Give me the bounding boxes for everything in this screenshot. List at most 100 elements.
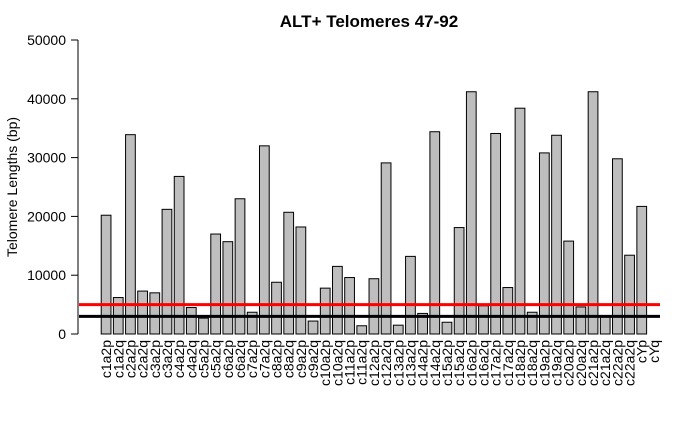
bar-c19a2q [551, 134, 562, 335]
y-axis: 0 10000 20000 30000 40000 50000 [27, 32, 79, 342]
x-tick-label: c16a2p [463, 340, 479, 386]
x-tick-labels: c1a2pc1a2qc2a2pc2a2qc3a2pc3a2qc4a2pc4a2q… [98, 340, 662, 386]
y-axis-label: Telomere Lengths (bp) [4, 117, 20, 257]
x-tick-label: c19a2p [536, 340, 552, 386]
bar-c5a2q [210, 233, 222, 335]
x-tick-label: c20a2p [561, 340, 577, 386]
x-tick-label: c12a2q [378, 340, 394, 386]
bar-c10a2q [332, 265, 343, 335]
x-tick-label: c17a2q [500, 340, 516, 386]
x-tick-label: c9a2q [305, 340, 321, 378]
bar-c7a2q [258, 145, 270, 335]
x-tick-label: c19a2q [549, 340, 565, 386]
bar-c4a2q [185, 307, 197, 335]
x-tick-label: c2a2p [122, 340, 138, 378]
bar-c15a2p [441, 321, 453, 335]
x-tick-label: c10a2p [317, 340, 333, 386]
x-tick-label: c11a2p [342, 340, 358, 385]
bar-c22a2q [624, 254, 635, 335]
bar-c1a2p [100, 214, 112, 335]
x-tick-label: c1a2p [98, 340, 114, 378]
y-tick-label: 40000 [27, 91, 66, 107]
bar-c6a2p [222, 241, 234, 335]
x-tick-label: c14a2p [415, 340, 431, 386]
y-tick-label: 10000 [27, 267, 66, 283]
x-tick-label: c10a2q [329, 340, 345, 386]
x-tick-label: c12a2p [366, 340, 382, 386]
bar-c5a2p [198, 317, 209, 335]
y-tick-label: 50000 [27, 32, 66, 48]
bar-c2a2p [125, 134, 136, 335]
x-tick-label: c16a2q [475, 340, 491, 386]
x-tick-label: c22a2p [609, 340, 625, 386]
bar-c4a2p [173, 175, 185, 335]
x-tick-label: c6a2p [220, 340, 236, 378]
bar-c14a2q [429, 131, 441, 335]
bar-c8a2p [271, 281, 282, 335]
bar-c16a2p [465, 91, 477, 335]
bar-c18a2q [526, 311, 538, 335]
bar-c16a2q [478, 305, 489, 335]
bar-c12a2q [380, 162, 392, 335]
bar-c2a2q [137, 290, 148, 335]
bar-c3a2q [161, 208, 173, 335]
bar-c7a2p [246, 311, 258, 335]
bar-c18a2p [514, 107, 526, 335]
x-tick-label: c4a2q [183, 340, 199, 378]
bar-c19a2p [538, 152, 550, 335]
x-tick-label: cYq [646, 340, 662, 363]
x-tick-label: c13a2p [390, 340, 406, 386]
bar-c17a2p [490, 132, 502, 335]
x-tick-label: c21a2q [597, 340, 613, 386]
x-tick-label: cYp [634, 340, 650, 363]
x-tick-label: c8a2p [269, 340, 285, 378]
x-tick-label: c17a2p [488, 340, 504, 386]
bar-cYp [636, 205, 648, 335]
bar-c20a2p [563, 240, 575, 335]
x-tick-label: c21a2p [585, 340, 601, 386]
bar-c6a2q [234, 198, 246, 335]
x-tick-label: c8a2q [281, 340, 297, 378]
bar-c14a2p [417, 312, 428, 335]
x-tick-label: c11a2q [354, 340, 370, 385]
x-tick-label: c1a2q [110, 340, 126, 378]
x-tick-label: c14a2q [427, 340, 443, 386]
x-tick-label: c3a2q [159, 340, 175, 378]
x-tick-label: c5a2q [208, 340, 224, 378]
x-tick-label: c2a2q [135, 340, 151, 378]
x-tick-label: c18a2q [524, 340, 540, 386]
x-tick-label: c15a2p [439, 340, 455, 386]
x-tick-label: c9a2p [293, 340, 309, 378]
bar-c9a2q [307, 320, 319, 335]
y-tick-label: 0 [58, 326, 66, 342]
y-tick-label: 30000 [27, 150, 66, 166]
x-tick-label: c20a2q [573, 340, 589, 386]
bar-c9a2p [295, 226, 307, 335]
bar-c17a2q [502, 287, 514, 335]
x-tick-label: c7a2p [244, 340, 260, 378]
bar-c15a2q [453, 227, 465, 335]
bar-c12a2p [368, 278, 380, 335]
bar-c22a2p [612, 158, 623, 335]
x-tick-label: c5a2p [195, 340, 211, 378]
bar-c8a2q [283, 211, 295, 335]
bar-c3a2p [149, 292, 161, 335]
bars-group [100, 91, 648, 335]
x-tick-label: c18a2p [512, 340, 528, 386]
x-tick-label: c15a2q [451, 340, 467, 386]
x-tick-label: c4a2p [171, 340, 187, 378]
bar-c21a2p [587, 91, 599, 335]
bar-c13a2p [392, 324, 404, 335]
x-tick-label: c3a2p [147, 340, 163, 378]
bar-c20a2q [575, 306, 587, 335]
x-tick-label: c6a2q [232, 340, 248, 378]
bar-c10a2p [319, 287, 331, 335]
bar-c13a2q [405, 255, 416, 335]
bar-c11a2q [356, 325, 368, 335]
chart-title: ALT+ Telomeres 47-92 [280, 12, 458, 31]
y-tick-label: 20000 [27, 208, 66, 224]
reference-lines [79, 303, 660, 318]
x-tick-label: c22a2q [622, 340, 638, 386]
bar-c21a2q [599, 315, 611, 335]
